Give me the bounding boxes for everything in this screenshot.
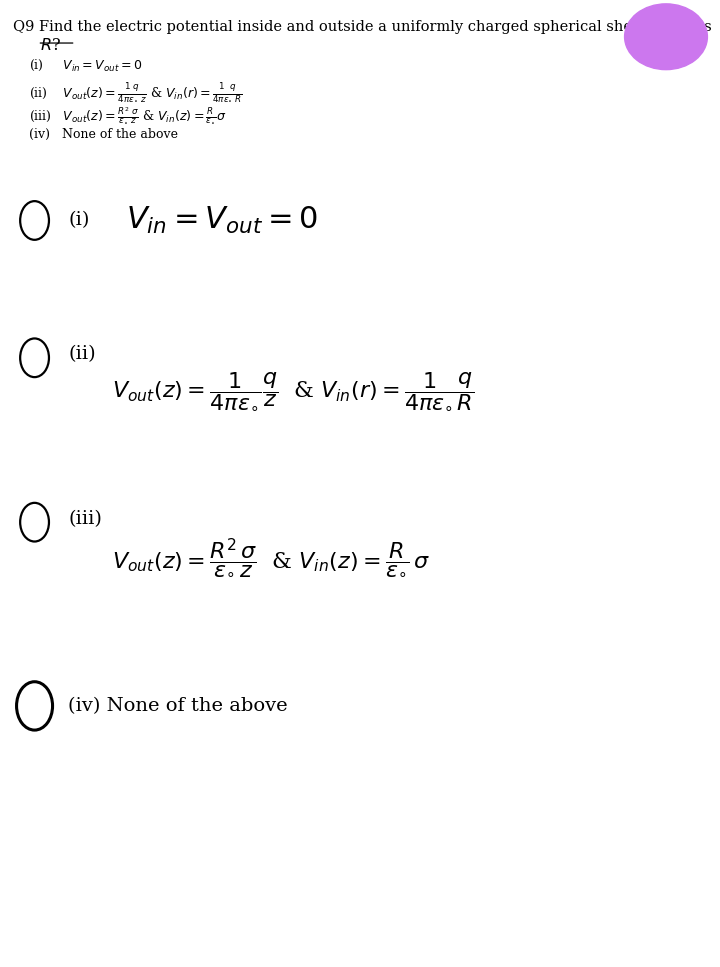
Text: $V_{out}(z) = \dfrac{1}{4\pi\varepsilon_{\circ}}\dfrac{q}{z}$  & $V_{in}(r) = \d: $V_{out}(z) = \dfrac{1}{4\pi\varepsilon_… — [112, 370, 474, 411]
Text: (i): (i) — [68, 212, 90, 229]
Text: $V_{out}(z) = \dfrac{R^2\,\sigma}{\varepsilon_{\circ}\,z}$  & $V_{in}(z) = \dfra: $V_{out}(z) = \dfrac{R^2\,\sigma}{\varep… — [112, 536, 430, 578]
Text: (i)     $V_{in} = V_{out} = 0$: (i) $V_{in} = V_{out} = 0$ — [29, 58, 143, 73]
Text: (ii)    $V_{out}(z) = \frac{1\ q}{4\pi\varepsilon_{\circ}\ z}$ & $V_{in}(r) = \f: (ii) $V_{out}(z) = \frac{1\ q}{4\pi\vare… — [29, 81, 243, 104]
Text: (iii): (iii) — [68, 511, 102, 528]
Ellipse shape — [625, 4, 707, 70]
Text: $V_{in} = V_{out} = 0$: $V_{in} = V_{out} = 0$ — [126, 205, 318, 236]
Text: Q9 Find the electric potential inside and outside a uniformly charged spherical : Q9 Find the electric potential inside an… — [13, 20, 711, 34]
Text: $\it{R}$?: $\it{R}$? — [40, 37, 60, 54]
Text: (iv)   None of the above: (iv) None of the above — [29, 128, 178, 140]
Text: (ii): (ii) — [68, 345, 96, 363]
Text: (iii)   $V_{out}(z) = \frac{R^2\ \sigma}{\varepsilon_{\circ}\ z}$ & $V_{in}(z) =: (iii) $V_{out}(z) = \frac{R^2\ \sigma}{\… — [29, 105, 226, 126]
Text: (iv) None of the above: (iv) None of the above — [68, 697, 288, 715]
